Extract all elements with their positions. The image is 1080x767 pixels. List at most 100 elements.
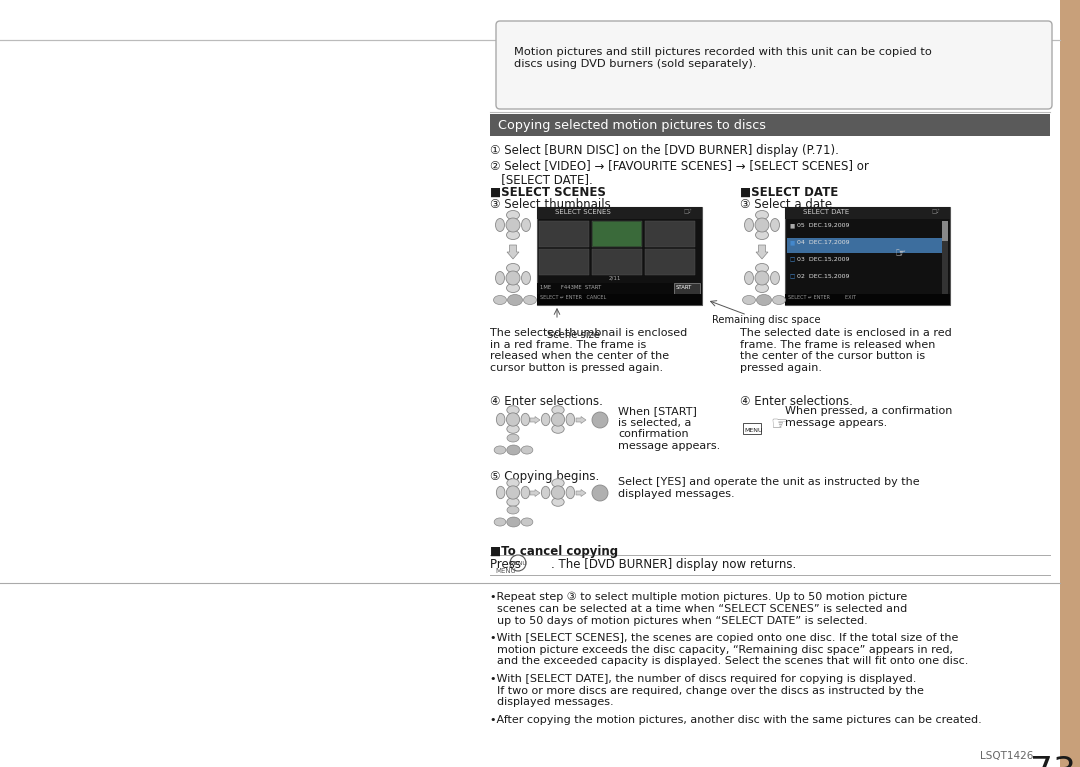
Ellipse shape bbox=[756, 231, 769, 239]
Bar bbox=[537, 207, 702, 219]
Bar bbox=[785, 207, 950, 219]
Ellipse shape bbox=[495, 518, 505, 526]
Ellipse shape bbox=[524, 295, 537, 304]
Bar bbox=[537, 207, 702, 305]
Ellipse shape bbox=[509, 295, 522, 304]
FancyBboxPatch shape bbox=[496, 21, 1052, 109]
Text: SELECT ↵ ENTER          EXIT: SELECT ↵ ENTER EXIT bbox=[788, 295, 856, 300]
Bar bbox=[942, 221, 948, 241]
Text: □♪: □♪ bbox=[932, 209, 941, 214]
Ellipse shape bbox=[521, 486, 529, 499]
Text: ④ Enter selections.: ④ Enter selections. bbox=[490, 395, 603, 408]
FancyArrow shape bbox=[530, 416, 540, 423]
Bar bbox=[787, 255, 942, 270]
Ellipse shape bbox=[756, 295, 771, 305]
Ellipse shape bbox=[507, 264, 519, 272]
Ellipse shape bbox=[522, 446, 532, 454]
Ellipse shape bbox=[552, 425, 564, 433]
Circle shape bbox=[510, 555, 526, 571]
Ellipse shape bbox=[772, 295, 785, 304]
Bar bbox=[1059, 0, 1080, 767]
FancyArrow shape bbox=[530, 489, 540, 496]
Ellipse shape bbox=[508, 295, 523, 305]
Text: Remaining disc space: Remaining disc space bbox=[712, 315, 821, 325]
Text: 73: 73 bbox=[1030, 755, 1076, 767]
Bar bbox=[645, 249, 696, 275]
Ellipse shape bbox=[522, 272, 530, 285]
Ellipse shape bbox=[541, 413, 550, 426]
Ellipse shape bbox=[566, 486, 575, 499]
Ellipse shape bbox=[496, 219, 504, 232]
Text: SELECT DATE: SELECT DATE bbox=[804, 209, 849, 215]
Text: 03  DEC.15,2009: 03 DEC.15,2009 bbox=[797, 257, 850, 262]
Bar bbox=[787, 221, 942, 236]
Text: •With [SELECT SCENES], the scenes are copied onto one disc. If the total size of: •With [SELECT SCENES], the scenes are co… bbox=[490, 633, 969, 667]
Bar bbox=[539, 221, 589, 247]
Ellipse shape bbox=[507, 506, 519, 514]
Bar bbox=[490, 114, 1050, 136]
Ellipse shape bbox=[507, 479, 519, 487]
Ellipse shape bbox=[508, 446, 519, 454]
Ellipse shape bbox=[522, 219, 530, 232]
Bar bbox=[785, 294, 950, 305]
Ellipse shape bbox=[507, 406, 519, 414]
Ellipse shape bbox=[507, 218, 519, 232]
Bar bbox=[674, 283, 700, 294]
Text: When pressed, a confirmation
message appears.: When pressed, a confirmation message app… bbox=[785, 406, 953, 427]
Ellipse shape bbox=[755, 271, 769, 285]
Ellipse shape bbox=[494, 295, 507, 304]
Bar bbox=[592, 221, 642, 247]
Text: •After copying the motion pictures, another disc with the same pictures can be c: •After copying the motion pictures, anot… bbox=[490, 715, 982, 725]
Ellipse shape bbox=[743, 295, 756, 304]
Text: •Repeat step ③ to select multiple motion pictures. Up to 50 motion picture
  sce: •Repeat step ③ to select multiple motion… bbox=[490, 592, 907, 626]
Text: 02  DEC.15,2009: 02 DEC.15,2009 bbox=[797, 274, 850, 279]
Ellipse shape bbox=[507, 284, 519, 292]
Ellipse shape bbox=[507, 413, 519, 426]
Ellipse shape bbox=[508, 518, 519, 526]
Ellipse shape bbox=[770, 219, 780, 232]
Bar bbox=[537, 283, 702, 294]
Ellipse shape bbox=[592, 412, 608, 428]
Text: ② Select [VIDEO] → [FAVOURITE SCENES] → [SELECT SCENES] or: ② Select [VIDEO] → [FAVOURITE SCENES] → … bbox=[490, 159, 869, 172]
Ellipse shape bbox=[507, 425, 519, 433]
Ellipse shape bbox=[541, 486, 550, 499]
Text: ⑤ Copying begins.: ⑤ Copying begins. bbox=[490, 470, 599, 483]
Text: ① Select [BURN DISC] on the [DVD BURNER] display (P.71).: ① Select [BURN DISC] on the [DVD BURNER]… bbox=[490, 144, 839, 157]
Ellipse shape bbox=[495, 446, 505, 454]
Ellipse shape bbox=[507, 231, 519, 239]
Ellipse shape bbox=[507, 445, 521, 455]
Ellipse shape bbox=[507, 486, 519, 499]
Text: LSQT1426: LSQT1426 bbox=[980, 751, 1034, 761]
Text: ■: ■ bbox=[789, 240, 794, 245]
Text: When [START]
is selected, a
confirmation
message appears.: When [START] is selected, a confirmation… bbox=[618, 406, 720, 451]
Ellipse shape bbox=[522, 518, 532, 526]
Text: The selected thumbnail is enclosed
in a red frame. The frame is
released when th: The selected thumbnail is enclosed in a … bbox=[490, 328, 687, 373]
Text: □: □ bbox=[789, 274, 794, 279]
Text: SELECT ↵ ENTER   CANCEL: SELECT ↵ ENTER CANCEL bbox=[540, 295, 606, 300]
Text: Press        . The [DVD BURNER] display now returns.: Press . The [DVD BURNER] display now ret… bbox=[490, 558, 796, 571]
Text: •With [SELECT DATE], the number of discs required for copying is displayed.
  If: •With [SELECT DATE], the number of discs… bbox=[490, 674, 923, 707]
Text: Scene size: Scene size bbox=[546, 330, 599, 340]
FancyArrow shape bbox=[576, 416, 586, 423]
Ellipse shape bbox=[756, 210, 769, 219]
Text: SELECT SCENES: SELECT SCENES bbox=[555, 209, 611, 215]
Text: ■: ■ bbox=[789, 223, 794, 228]
Text: Motion pictures and still pictures recorded with this unit can be copied to
disc: Motion pictures and still pictures recor… bbox=[514, 47, 932, 68]
Text: MENU: MENU bbox=[744, 428, 762, 433]
Ellipse shape bbox=[496, 272, 504, 285]
Ellipse shape bbox=[566, 413, 575, 426]
Ellipse shape bbox=[507, 210, 519, 219]
Ellipse shape bbox=[756, 284, 769, 292]
Text: □♪: □♪ bbox=[684, 209, 692, 214]
Ellipse shape bbox=[756, 264, 769, 272]
Text: ■To cancel copying: ■To cancel copying bbox=[490, 545, 618, 558]
Ellipse shape bbox=[744, 219, 754, 232]
Ellipse shape bbox=[552, 479, 564, 487]
Text: ③ Select a date.: ③ Select a date. bbox=[740, 198, 836, 211]
Ellipse shape bbox=[497, 486, 505, 499]
Bar bbox=[592, 249, 642, 275]
Bar bbox=[645, 221, 696, 247]
Ellipse shape bbox=[552, 486, 565, 499]
Text: [SELECT DATE].: [SELECT DATE]. bbox=[490, 173, 593, 186]
Bar bbox=[593, 222, 642, 246]
